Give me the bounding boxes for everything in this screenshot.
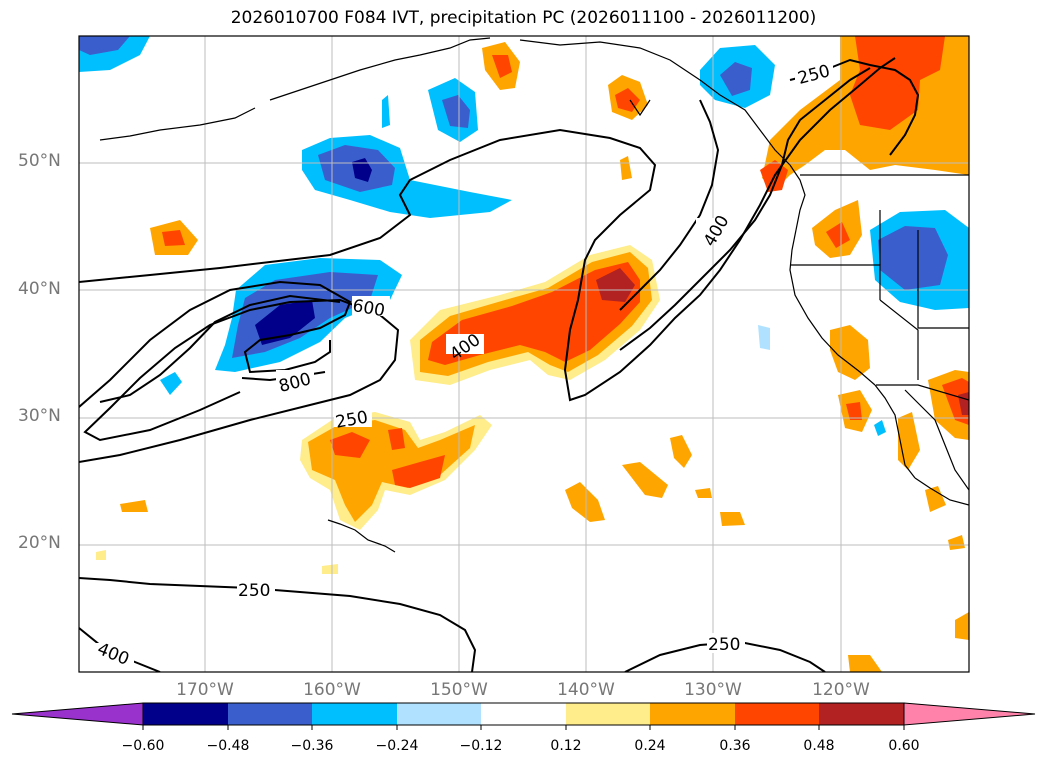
colorbar-bin-3	[312, 703, 397, 725]
orange-region-sw-6	[948, 535, 965, 550]
aleutian-islands	[99, 107, 256, 141]
map-title: 2026010700 F084 IVT, precipitation PC (2…	[230, 8, 817, 28]
baja-coast	[874, 384, 916, 479]
colorbar-tick-label: 0.24	[634, 738, 666, 754]
contour-label-250-south: 250	[238, 581, 270, 601]
colorbar	[11, 702, 1036, 730]
orange-region-baja-core	[846, 402, 862, 420]
blue-region-nw-corner-core	[79, 36, 130, 55]
colorbar-extend-left	[11, 702, 144, 726]
orange-region-sw-10	[322, 564, 338, 574]
colorbar-bin-1	[143, 703, 228, 725]
lat-label-20n: 20°N	[18, 533, 61, 553]
lon-label-120w: 120°W	[812, 680, 870, 700]
blue-region-faint-offshore	[758, 325, 770, 350]
lat-label-40n: 40°N	[18, 279, 61, 299]
lon-label-160w: 160°W	[303, 680, 361, 700]
colorbar-tick-label: 0.48	[803, 738, 835, 754]
orange-region-28n-155w-core2	[392, 455, 445, 488]
lon-label-170w: 170°W	[176, 680, 234, 700]
blue-region-nepacific-1-core	[442, 95, 470, 128]
alaska-peninsula	[519, 39, 791, 166]
colorbar-bin-6	[566, 703, 650, 725]
colorbar-bin-9	[819, 703, 904, 725]
contour-label-250-southeast: 250	[708, 635, 740, 655]
state-border-5	[876, 384, 969, 401]
orange-region-sw-5	[925, 486, 946, 512]
contour-250-inner	[79, 298, 400, 463]
blue-region-midpac-50n-core	[352, 158, 372, 182]
orange-region-sw-11	[620, 156, 632, 180]
colorbar-extend-right	[903, 702, 1036, 726]
contour-400	[79, 280, 352, 408]
orange-region-small-56n-core	[492, 55, 512, 78]
negative-anomaly-regions	[79, 36, 969, 436]
colorbar-bin-8	[735, 703, 819, 725]
lat-label-50n: 50°N	[18, 151, 61, 171]
hawaii	[327, 519, 396, 553]
orange-region-baja-north	[830, 325, 870, 380]
colorbar-tick-label: −0.36	[290, 738, 334, 754]
orange-region-sw-8	[848, 655, 882, 672]
contour-250-south	[79, 577, 477, 672]
lon-label-140w: 140°W	[557, 680, 615, 700]
orange-region-28n-155w-core3	[388, 428, 405, 450]
colorbar-bin-7	[650, 703, 735, 725]
orange-region-sw-7	[955, 612, 969, 640]
bc-coast	[789, 164, 806, 231]
orange-region-sw-4	[720, 512, 745, 526]
colorbar-tick-label: −0.12	[459, 738, 503, 754]
orange-region-cal-coast-core	[826, 222, 850, 248]
map-frame	[78, 35, 970, 673]
orange-region-43n-172w-core	[162, 230, 185, 246]
orange-region-idaho-core	[948, 36, 969, 170]
blue-region-small-33n	[160, 372, 182, 395]
contour-250-outer	[79, 57, 896, 402]
colorbar-tick-label: 0.12	[550, 738, 582, 754]
orange-region-sw-1	[565, 482, 605, 522]
orange-region-nw-idaho-mid	[850, 36, 945, 130]
contour-400-east-2	[619, 67, 871, 351]
blue-region-nevada-core	[878, 226, 948, 290]
colorbar-frame	[142, 702, 905, 726]
state-border-3	[917, 230, 969, 329]
colorbar-tick-label: −0.48	[206, 738, 250, 754]
colorbar-tick-label: −0.60	[121, 738, 165, 754]
colorbar-bin-2	[228, 703, 312, 725]
gulf-california	[904, 389, 969, 491]
colorbar-bin-4	[397, 703, 481, 725]
blue-region-gulf-alaska-core	[720, 62, 752, 96]
lon-label-150w: 150°W	[430, 680, 488, 700]
blue-region-faint-aleutian	[382, 95, 390, 128]
contour-400-east	[619, 99, 720, 311]
contour-600	[99, 294, 341, 403]
orange-region-sw-2	[622, 462, 668, 498]
alaska-coast	[269, 37, 491, 101]
orange-region-sw-9	[120, 500, 148, 512]
colorbar-tick-label: 0.36	[719, 738, 751, 754]
coastlines	[99, 37, 969, 553]
blue-region-faint-baja	[874, 420, 886, 436]
orange-region-atmospheric-river-peak	[596, 268, 635, 302]
island-1	[629, 99, 651, 117]
lat-label-30n: 30°N	[18, 406, 61, 426]
colorbar-bin-5	[481, 703, 566, 725]
orange-region-28n-155w-core	[330, 432, 370, 458]
colorbar-tick-label: 0.60	[888, 738, 920, 754]
mexico-coast	[914, 477, 969, 506]
orange-region-sw-3	[670, 435, 692, 468]
gridlines	[79, 36, 969, 672]
lon-label-130w: 130°W	[684, 680, 742, 700]
colorbar-tick-label: −0.24	[375, 738, 419, 754]
orange-region-sw-13	[695, 488, 712, 498]
us-west-coast	[789, 229, 876, 386]
blue-region-midpac-40n-core	[255, 300, 315, 345]
state-border-4	[879, 299, 919, 380]
orange-region-sw-12	[96, 550, 106, 560]
